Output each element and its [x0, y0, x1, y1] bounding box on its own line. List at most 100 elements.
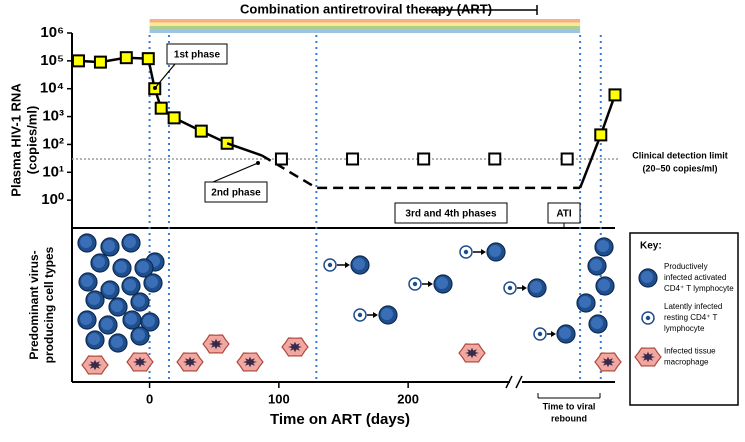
art-bar-stripe	[149, 22, 581, 26]
macrophage-core	[465, 347, 479, 359]
trend-line	[226, 142, 263, 157]
cell-nucleus	[412, 281, 418, 287]
annotation: ATI	[556, 209, 572, 220]
cell-inner	[124, 236, 136, 248]
key-label: Infected tissue	[664, 347, 716, 356]
data-point	[560, 152, 574, 166]
cell-inner	[591, 317, 603, 329]
y-tick-label: 10⁰	[41, 191, 64, 208]
art-bar-stripe	[149, 26, 581, 30]
arrow-head	[345, 262, 350, 268]
cell-inner	[80, 313, 92, 325]
cell-inner	[641, 271, 653, 283]
key-label: infected activated	[664, 273, 726, 282]
axis-break	[515, 375, 523, 389]
x-axis-title: Time on ART (days)	[270, 411, 410, 428]
cell-inner	[111, 300, 123, 312]
y-tick-label: 10²	[42, 135, 64, 152]
annotation: 2nd phase	[211, 188, 261, 199]
macrophage-core	[88, 359, 102, 371]
cell-inner	[559, 327, 571, 339]
cell-inner	[103, 240, 115, 252]
arrow-head	[153, 86, 157, 90]
cell-inner	[381, 308, 393, 320]
y-tick-label: 10⁴	[40, 80, 64, 97]
trend-line	[261, 154, 581, 190]
trend-line	[599, 94, 617, 136]
arrow-head	[256, 161, 260, 165]
arrow-head	[522, 285, 527, 291]
panel-title: Predominant virus-	[27, 250, 41, 359]
key-label: lymphocyte	[664, 324, 705, 333]
x-tick-label: 200	[397, 391, 419, 406]
key-title: Key:	[640, 241, 662, 252]
y-axis-title: (copies/ml)	[24, 106, 39, 175]
y-tick-label: 10⁵	[40, 52, 64, 69]
data-point	[346, 152, 360, 166]
arrow-head	[551, 331, 556, 337]
macrophage-core	[183, 356, 197, 368]
y-tick-label: 10¹	[42, 163, 64, 180]
cell-inner	[137, 261, 149, 273]
cell-inner	[101, 318, 113, 330]
cell-inner	[133, 329, 145, 341]
cell-inner	[436, 277, 448, 289]
data-point	[594, 128, 608, 142]
macrophage-core	[243, 356, 257, 368]
art-bar-stripe	[149, 19, 581, 23]
rebound-label: rebound	[551, 413, 587, 423]
cell-nucleus	[357, 312, 363, 318]
cell-inner	[597, 240, 609, 252]
macrophage-core	[641, 351, 655, 363]
arrow-head	[428, 281, 433, 287]
cell-nucleus	[507, 285, 513, 291]
data-point	[167, 111, 181, 125]
cell-inner	[530, 281, 542, 293]
rebound-label: Time to viral	[543, 401, 596, 411]
key-box	[629, 232, 739, 406]
arrow-head	[481, 249, 486, 255]
cell-inner	[125, 313, 137, 325]
cell-nucleus	[537, 331, 543, 337]
cell-inner	[88, 293, 100, 305]
data-point	[608, 88, 622, 102]
data-point	[141, 52, 155, 66]
macrophage-core	[288, 341, 302, 353]
data-point	[488, 152, 502, 166]
key-label: Latently infected	[664, 302, 722, 311]
art-bar-stripe	[149, 29, 581, 33]
cell-nucleus	[645, 315, 651, 321]
arrow-head	[373, 312, 378, 318]
cell-inner	[146, 276, 158, 288]
cell-nucleus	[327, 262, 333, 268]
x-tick-label: 100	[268, 391, 290, 406]
trend-line	[578, 134, 602, 189]
cell-inner	[111, 336, 123, 348]
annotation-arrow	[212, 162, 259, 183]
key-label: macrophage	[664, 358, 709, 367]
cell-inner	[103, 283, 115, 295]
cell-nucleus	[463, 249, 469, 255]
cell-inner	[489, 245, 501, 257]
annotation-box	[166, 43, 228, 65]
y-tick-label: 10⁶	[40, 24, 64, 41]
panel-title: producing cell types	[42, 246, 56, 363]
cell-inner	[590, 259, 602, 271]
annotation: 1st phase	[174, 50, 221, 61]
annotation-box	[204, 181, 268, 203]
data-point	[154, 101, 168, 115]
y-tick-label: 10³	[42, 108, 64, 125]
limit-label: (20–50 copies/ml)	[642, 163, 717, 173]
cell-inner	[80, 236, 92, 248]
cell-inner	[88, 333, 100, 345]
cell-inner	[124, 279, 136, 291]
art-label: Combination antiretroviral therapy (ART)	[240, 1, 492, 16]
annotation: 3rd and 4th phases	[405, 209, 497, 220]
cell-inner	[93, 256, 105, 268]
data-point	[194, 124, 208, 138]
limit-label: Clinical detection limit	[632, 150, 728, 160]
cell-inner	[598, 279, 610, 291]
annotation-box	[394, 202, 508, 224]
key-label: resting CD4⁺ T	[664, 313, 718, 322]
